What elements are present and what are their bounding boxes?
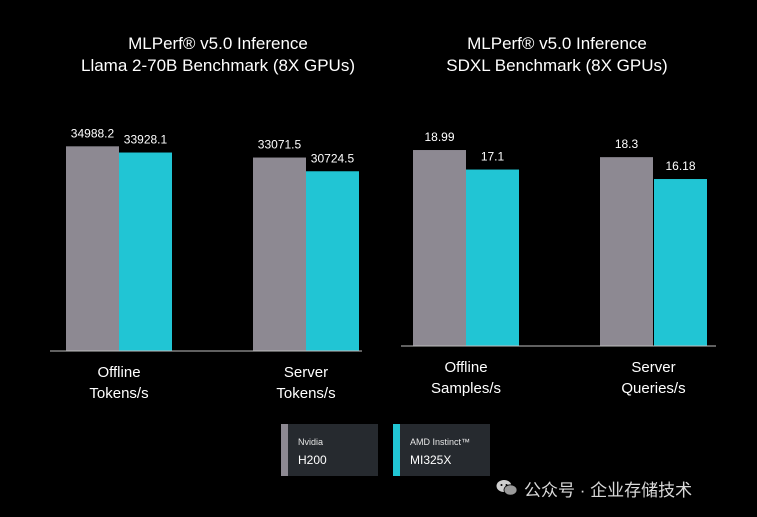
chart-2-title: MLPerf® v5.0 Inference SDXL Benchmark (8… (392, 33, 722, 77)
chart-2-category-2-line-2: Queries/s (621, 380, 685, 397)
legend-item-amd: AMD Instinct™ MI325X (393, 424, 490, 476)
chart-1-category-1-line-1: Offline (97, 364, 140, 381)
chart-2-bar-s2-c1 (466, 169, 519, 346)
legend-model-amd: MI325X (410, 453, 452, 467)
chart-1-title-line1: MLPerf® v5.0 Inference (128, 34, 308, 53)
chart-2-label-s1-c2: 18.3 (615, 137, 639, 151)
legend-brand-amd: AMD Instinct™ (410, 437, 471, 447)
chart-1-label-s2-c2: 30724.5 (311, 151, 355, 165)
legend-model-nvidia: H200 (298, 453, 327, 467)
chart-2-bar-s2-c2 (654, 179, 707, 346)
chart-2-bar-s1-c1 (413, 150, 466, 346)
chart-1-title-line2: Llama 2-70B Benchmark (8X GPUs) (81, 56, 355, 75)
legend-item-nvidia: Nvidia H200 (281, 424, 378, 476)
legend-brand-nvidia: Nvidia (298, 437, 324, 447)
chart-1-title: MLPerf® v5.0 Inference Llama 2-70B Bench… (53, 33, 383, 77)
chart-1-bar-s2-c1 (119, 152, 172, 351)
chart-2-label-s2-c1: 17.1 (481, 150, 505, 164)
chart-2-title-line1: MLPerf® v5.0 Inference (467, 34, 647, 53)
chart-1-bar-s2-c2 (306, 171, 359, 351)
chart-1-category-2-line-2: Tokens/s (276, 385, 335, 402)
chart-1-label-s1-c1: 34988.2 (71, 126, 115, 140)
watermark-text: 公众号 · 企业存储技术 (524, 480, 693, 500)
chart-2-category-2-line-1: Server (631, 359, 675, 376)
watermark: 公众号 · 企业存储技术 (496, 476, 692, 500)
chart-2-category-1-line-2: Samples/s (431, 380, 501, 397)
chart-1-category-1-line-2: Tokens/s (89, 385, 148, 402)
chart-2-label-s2-c2: 16.18 (665, 159, 695, 173)
chart-1-bar-s1-c1 (66, 146, 119, 351)
chart-2-category-1-line-1: Offline (444, 359, 487, 376)
wechat-icon (496, 480, 518, 496)
legend-swatch-amd (393, 424, 400, 476)
chart-1-label-s1-c2: 33071.5 (258, 138, 302, 152)
chart-2-bar-s1-c2 (600, 157, 653, 346)
chart-2-title-line2: SDXL Benchmark (8X GPUs) (446, 56, 668, 75)
chart-1-category-2-line-1: Server (284, 364, 328, 381)
chart-1-label-s2-c1: 33928.1 (124, 133, 168, 147)
legend-swatch-nvidia (281, 424, 288, 476)
chart-2-label-s1-c1: 18.99 (424, 130, 454, 144)
chart-1-bar-s1-c2 (253, 157, 306, 351)
